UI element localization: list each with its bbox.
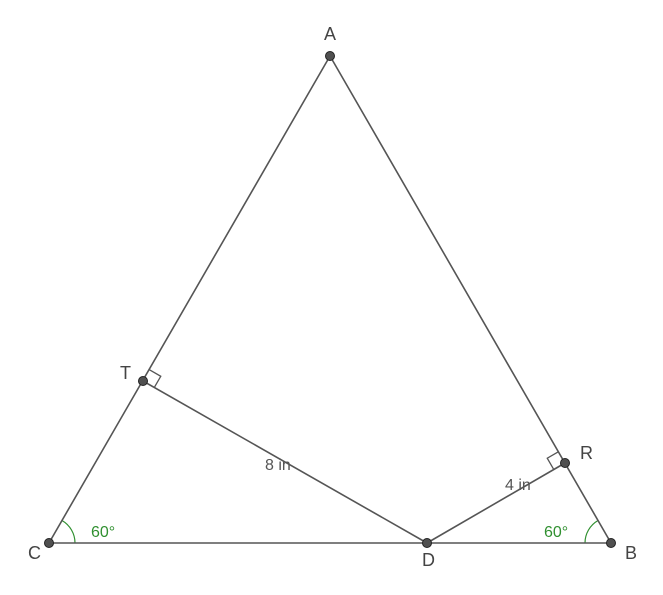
edge-label-dr: 4 in (505, 477, 531, 494)
label-t: T (120, 363, 131, 383)
point-d (423, 539, 432, 548)
label-c: C (28, 543, 41, 563)
label-r: R (580, 443, 593, 463)
angle-arc-c (62, 520, 75, 543)
point-a (326, 52, 335, 61)
label-d: D (422, 550, 435, 570)
edge-ba (330, 56, 611, 543)
point-r (561, 459, 570, 468)
point-b (607, 539, 616, 548)
label-b: B (625, 543, 637, 563)
point-t (139, 377, 148, 386)
geometry-figure: A C B D T R 8 in 4 in 60° 60° (0, 0, 663, 595)
point-c (45, 539, 54, 548)
angle-label-b: 60° (544, 524, 568, 541)
angle-label-c: 60° (91, 524, 115, 541)
angle-arc-b (585, 520, 598, 543)
edge-label-dt: 8 in (265, 457, 291, 474)
label-a: A (324, 24, 336, 44)
